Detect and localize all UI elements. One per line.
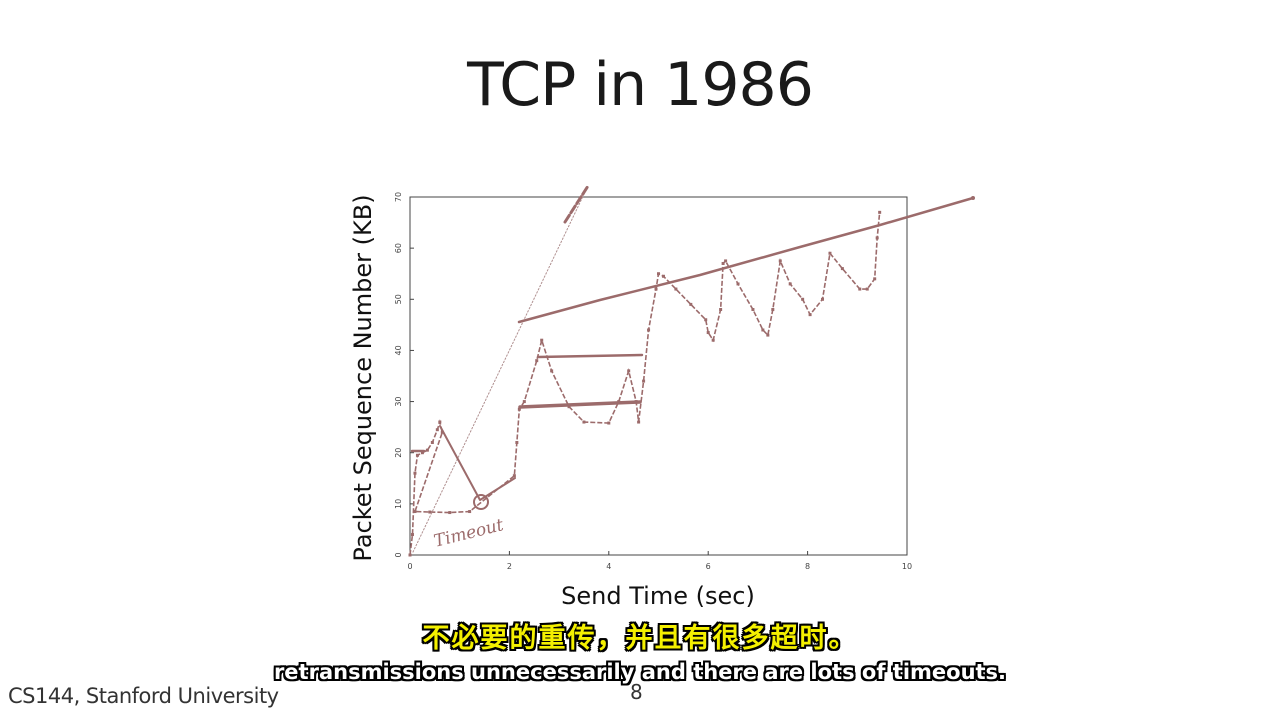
timeout-decay-line bbox=[439, 425, 516, 501]
steep-segment-mark bbox=[563, 184, 590, 224]
page-number: 8 bbox=[630, 680, 643, 704]
envelope-line bbox=[517, 196, 975, 324]
timeout-annotation: Timeout bbox=[432, 515, 506, 552]
y-tick-label: 0 bbox=[394, 552, 403, 557]
data-point bbox=[535, 359, 539, 363]
data-point bbox=[706, 331, 710, 335]
y-tick-label: 70 bbox=[394, 192, 403, 202]
data-point bbox=[865, 287, 869, 291]
axis-ticks: 0 2 4 6 8 10 0 10 20 30 40 50 60 70 bbox=[394, 192, 912, 571]
x-tick-label: 10 bbox=[902, 562, 912, 571]
data-point bbox=[413, 471, 417, 475]
x-tick-label: 8 bbox=[805, 562, 810, 571]
subtitle-english: retransmissions unnecessarily and there … bbox=[273, 660, 1007, 684]
pen-annotations bbox=[410, 184, 975, 553]
slow-start-guide-line bbox=[412, 189, 587, 553]
data-points bbox=[408, 210, 882, 557]
packet-trace-line bbox=[409, 212, 881, 556]
slide-title: TCP in 1986 bbox=[467, 50, 814, 120]
data-point bbox=[540, 338, 544, 342]
retransmit-line-2 bbox=[518, 400, 642, 409]
data-point bbox=[689, 302, 693, 306]
footer-course-label: CS144, Stanford University bbox=[8, 684, 279, 708]
data-point bbox=[674, 287, 678, 291]
x-tick-label: 4 bbox=[606, 562, 611, 571]
x-tick-label: 2 bbox=[507, 562, 512, 571]
data-point bbox=[761, 328, 765, 332]
x-axis-label: Send Time (sec) bbox=[561, 582, 755, 610]
plot-frame bbox=[409, 196, 908, 556]
x-tick-label: 0 bbox=[407, 562, 412, 571]
data-point bbox=[448, 511, 452, 515]
data-point bbox=[512, 474, 516, 478]
data-point bbox=[704, 318, 708, 322]
y-tick-label: 40 bbox=[394, 345, 403, 355]
retransmit-line-1 bbox=[536, 353, 644, 359]
timeout-circle-mark bbox=[473, 494, 489, 510]
x-tick-label: 6 bbox=[706, 562, 711, 571]
data-point bbox=[425, 448, 429, 452]
y-tick-label: 50 bbox=[394, 294, 403, 304]
y-tick-label: 60 bbox=[394, 243, 403, 253]
data-point bbox=[642, 379, 646, 383]
y-tick-label: 10 bbox=[394, 499, 403, 509]
data-point bbox=[766, 333, 770, 337]
data-point bbox=[410, 533, 414, 537]
envelope-end-dot bbox=[971, 196, 975, 200]
data-point bbox=[413, 510, 417, 514]
y-tick-label: 20 bbox=[394, 448, 403, 458]
data-point bbox=[428, 510, 432, 514]
y-axis-label: Packet Sequence Number (KB) bbox=[349, 194, 377, 562]
data-point bbox=[840, 267, 844, 271]
y-tick-label: 30 bbox=[394, 396, 403, 406]
subtitle-chinese: 不必要的重传，并且有很多超时。 bbox=[422, 623, 858, 654]
